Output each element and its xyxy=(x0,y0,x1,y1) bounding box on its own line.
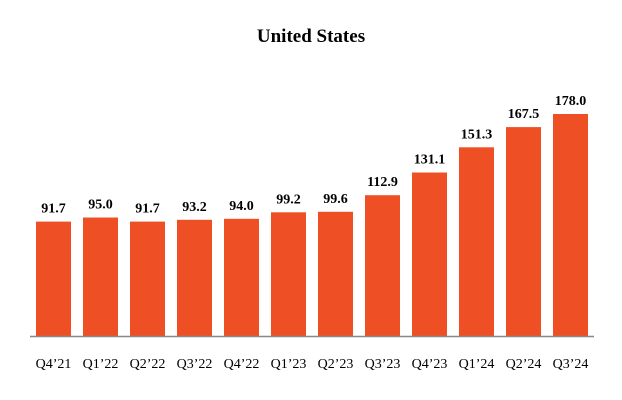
bar-6 xyxy=(318,211,353,336)
x-tick-label-10: Q2’24 xyxy=(506,357,542,372)
bar-7 xyxy=(365,195,400,336)
value-label-4: 94.0 xyxy=(229,199,254,214)
value-label-0: 91.7 xyxy=(41,202,66,217)
x-tick-label-6: Q2’23 xyxy=(318,357,354,372)
x-tick-label-11: Q3’24 xyxy=(553,357,589,372)
x-tick-label-0: Q4’21 xyxy=(36,357,72,372)
value-label-1: 95.0 xyxy=(88,198,113,213)
x-tick-label-2: Q2’22 xyxy=(130,357,166,372)
value-label-6: 99.6 xyxy=(323,192,348,207)
x-tick-label-4: Q4’22 xyxy=(224,357,260,372)
bar-5 xyxy=(271,212,306,336)
x-tick-label-3: Q3’22 xyxy=(177,357,213,372)
bar-9 xyxy=(459,147,494,336)
x-tick-label-5: Q1’23 xyxy=(271,357,307,372)
value-label-10: 167.5 xyxy=(508,107,540,122)
bar-1 xyxy=(83,217,118,336)
bar-3 xyxy=(177,219,212,336)
x-tick-label-7: Q3’23 xyxy=(365,357,401,372)
value-label-3: 93.2 xyxy=(182,200,207,215)
bar-0 xyxy=(36,221,71,336)
x-tick-label-1: Q1’22 xyxy=(83,357,119,372)
value-label-5: 99.2 xyxy=(276,192,301,207)
bar-10 xyxy=(506,127,541,336)
x-tick-label-8: Q4’23 xyxy=(412,357,448,372)
value-label-11: 178.0 xyxy=(555,94,587,109)
value-label-8: 131.1 xyxy=(414,153,446,168)
x-tick-label-9: Q1’24 xyxy=(459,357,495,372)
bar-2 xyxy=(130,221,165,336)
value-label-9: 151.3 xyxy=(461,127,493,142)
value-label-7: 112.9 xyxy=(367,175,398,190)
value-label-2: 91.7 xyxy=(135,202,160,217)
chart-title: United States xyxy=(256,26,366,47)
bar-4 xyxy=(224,218,259,336)
bar-8 xyxy=(412,172,447,336)
bar-11 xyxy=(553,114,588,336)
